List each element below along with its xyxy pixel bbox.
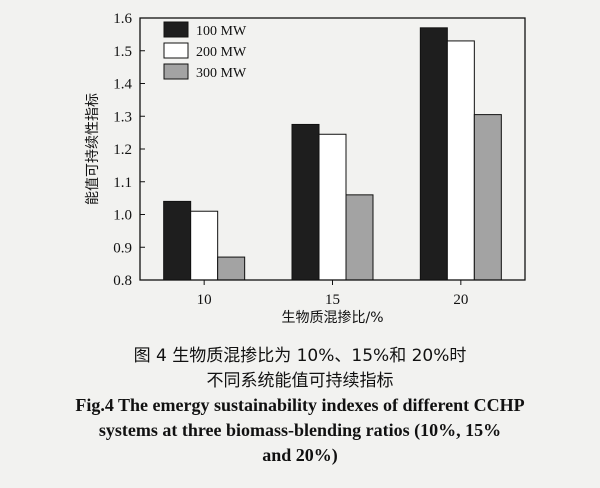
bar-chart: 10 15 20 0.8 0.9 1.0 1.1 1.2 1.3 1.4 1.5 1.6 100 MW 2…	[84, 11, 526, 326]
bar-2-cat-20	[446, 40, 475, 281]
bar-3-cat-20	[473, 114, 502, 281]
y-tick-label: 1.5	[113, 44, 132, 60]
y-tick-label: 1.4	[113, 77, 132, 93]
caption-zh-line-2: 不同系统能值可持续指标	[206, 371, 394, 391]
bar-3-cat-15	[345, 194, 374, 281]
legend-label: 300 MW	[196, 66, 247, 81]
bar-3-cat-10	[217, 256, 246, 281]
bar-1-cat-20	[419, 27, 448, 281]
y-tick-label: 1.1	[113, 175, 132, 191]
x-tick-label: 10	[197, 292, 212, 308]
legend-label: 100 MW	[196, 24, 247, 39]
plot-frame	[139, 17, 526, 281]
y-axis-title: 能值可持续性指标	[84, 93, 101, 205]
bar-1-cat-15	[291, 123, 320, 281]
y-tick-label: 1.3	[113, 109, 132, 125]
x-axis-title: 生物质混掺比/%	[281, 309, 383, 326]
bar-2-cat-15	[318, 133, 347, 281]
bar-2-cat-10	[190, 210, 219, 281]
caption-en-line-1: Fig.4 The emergy sustainability indexes …	[75, 395, 525, 415]
legend-swatch	[163, 63, 189, 80]
x-tick-label: 20	[453, 292, 468, 308]
y-tick-label: 1.0	[113, 208, 132, 224]
x-tick-label: 15	[325, 292, 340, 308]
y-tick-label: 1.6	[113, 11, 132, 27]
bar-1-cat-10	[163, 200, 192, 281]
legend-swatch	[163, 21, 189, 38]
y-tick-label: 0.8	[113, 273, 132, 289]
caption-en-line-3: and 20%)	[262, 445, 338, 465]
legend-swatch	[163, 42, 189, 59]
caption-zh-line-1: 图 4 生物质混掺比为 10%、15%和 20%时	[133, 346, 467, 366]
caption-en-line-2: systems at three biomass-blending ratios…	[98, 420, 502, 440]
legend-label: 200 MW	[196, 45, 247, 60]
y-tick-label: 1.2	[113, 142, 132, 158]
y-tick-label: 0.9	[113, 240, 132, 256]
